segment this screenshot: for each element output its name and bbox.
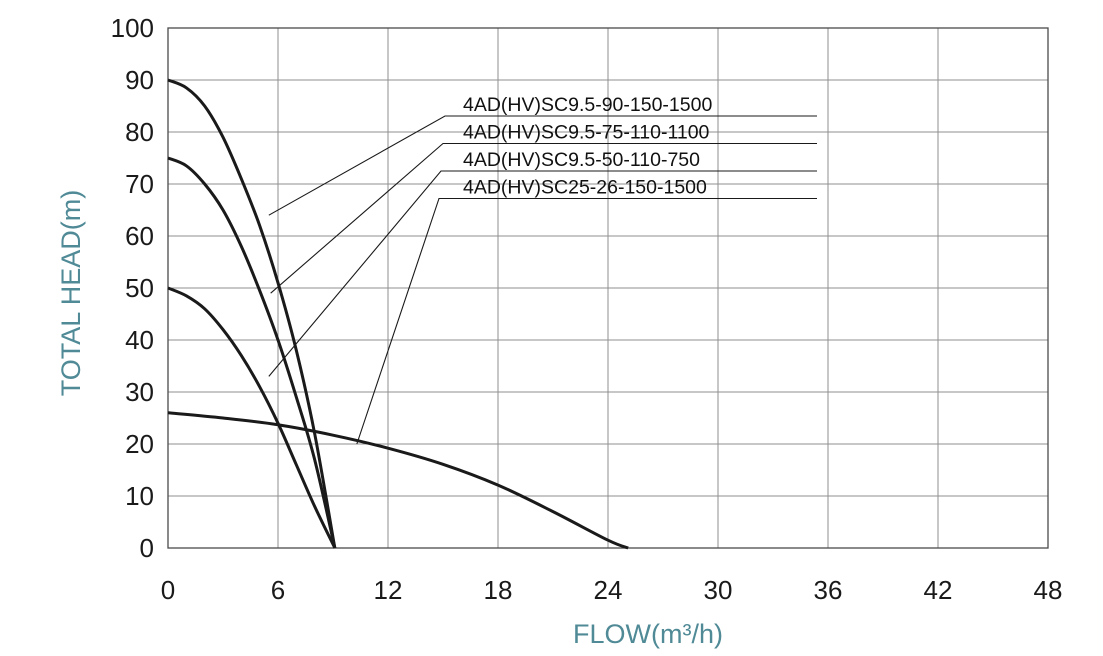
- x-tick-label: 12: [374, 575, 403, 605]
- y-tick-label: 100: [111, 13, 154, 43]
- series-curve-3: [167, 286, 337, 549]
- x-axis-title: FLOW(m³/h): [573, 619, 723, 649]
- pump-curves: [167, 78, 629, 550]
- x-tick-label: 6: [271, 575, 285, 605]
- x-tick-label: 42: [924, 575, 953, 605]
- y-tick-label: 80: [125, 117, 154, 147]
- y-tick-label: 30: [125, 377, 154, 407]
- y-tick-labels: 0 10 20 30 40 50 60 70 80 90 100: [111, 13, 154, 563]
- x-tick-label: 48: [1034, 575, 1063, 605]
- y-tick-label: 20: [125, 429, 154, 459]
- series-label-3: 4AD(HV)SC9.5-50-110-750: [463, 149, 700, 171]
- y-tick-label: 60: [125, 221, 154, 251]
- x-tick-label: 0: [161, 575, 175, 605]
- x-tick-label: 30: [704, 575, 733, 605]
- series-curve-4: [167, 411, 629, 550]
- y-tick-label: 0: [140, 533, 154, 563]
- y-tick-label: 40: [125, 325, 154, 355]
- series-curve-2: [167, 156, 337, 549]
- y-tick-label: 90: [125, 65, 154, 95]
- series-label-2: 4AD(HV)SC9.5-75-110-1100: [463, 122, 710, 144]
- grid: [167, 27, 1049, 549]
- series-curve-1: [167, 78, 337, 549]
- leader-line-4: [356, 197, 817, 445]
- x-tick-label: 24: [594, 575, 623, 605]
- leader-line-3: [268, 170, 817, 377]
- y-axis-title: TOTAL HEAD(m): [56, 190, 86, 397]
- series-label-4: 4AD(HV)SC25-26-150-1500: [463, 177, 707, 199]
- y-tick-label: 10: [125, 481, 154, 511]
- leader-line-1: [268, 115, 817, 216]
- x-tick-label: 36: [814, 575, 843, 605]
- y-tick-label: 50: [125, 273, 154, 303]
- y-tick-label: 70: [125, 169, 154, 199]
- series-label-1: 4AD(HV)SC9.5-90-150-1500: [463, 94, 712, 116]
- leader-line-2: [270, 142, 817, 294]
- x-tick-label: 18: [484, 575, 513, 605]
- x-tick-labels: 0 6 12 18 24 30 36 42 48: [161, 575, 1063, 605]
- curve-leaders: 4AD(HV)SC9.5-90-150-1500 4AD(HV)SC9.5-75-…: [268, 94, 817, 445]
